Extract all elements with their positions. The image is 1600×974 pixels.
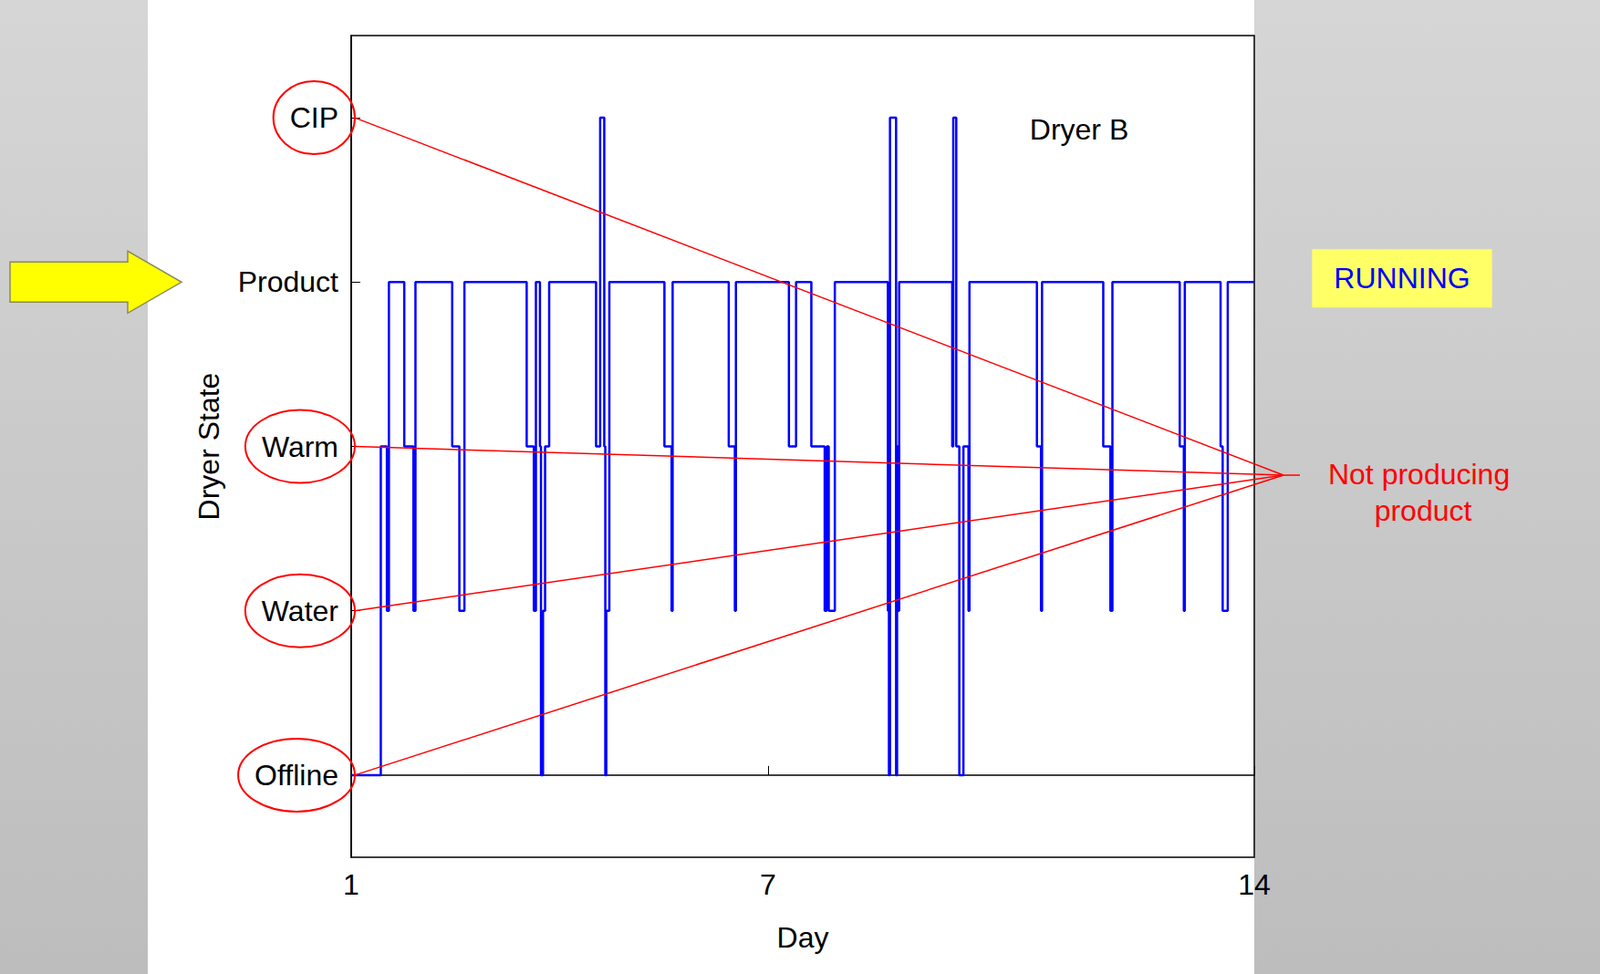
svg-text:Water: Water xyxy=(261,594,340,628)
svg-text:Not producing: Not producing xyxy=(1328,457,1518,491)
svg-text:CIP: CIP xyxy=(290,101,339,135)
svg-text:Product: Product xyxy=(238,265,339,299)
svg-text:1: 1 xyxy=(342,868,360,902)
svg-text:Dryer State: Dryer State xyxy=(192,373,226,521)
svg-text:14: 14 xyxy=(1237,868,1271,902)
svg-text:Dryer B: Dryer B xyxy=(1029,113,1129,146)
svg-text:Warm: Warm xyxy=(261,430,339,464)
svg-text:product: product xyxy=(1374,494,1473,528)
svg-text:7: 7 xyxy=(759,868,777,902)
svg-text:Day: Day xyxy=(777,921,830,955)
svg-text:Offline: Offline xyxy=(254,758,339,792)
svg-text:RUNNING: RUNNING xyxy=(1333,261,1470,295)
